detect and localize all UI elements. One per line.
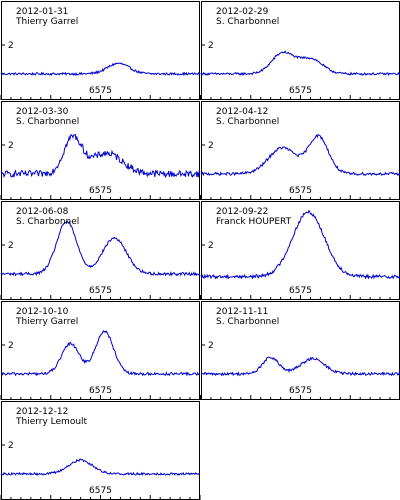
x-tick-label: 6575: [289, 386, 312, 396]
y-tick-label: 2: [208, 141, 214, 151]
spectrum-line: [200, 50, 400, 77]
x-tick-label: 6575: [289, 86, 312, 96]
x-tick-label: 6575: [289, 286, 312, 296]
spectrum-panel: 2 2012-02-29S. Charbonnel 6575: [200, 1, 400, 100]
panel-date: 2012-09-22: [216, 207, 268, 217]
panel-date: 2012-03-30: [16, 107, 69, 117]
spectrum-line: [0, 458, 201, 476]
panel-observer: S. Charbonnel: [216, 317, 279, 327]
panel-date: 2012-12-12: [16, 407, 68, 417]
spectrum-line: [0, 62, 201, 77]
panel-observer: Thierry Garrel: [15, 317, 78, 327]
spectrum-line: [0, 330, 201, 377]
x-tick-label: 6575: [89, 486, 112, 496]
panel-date: 2012-06-08: [16, 207, 69, 217]
panel-observer: S. Charbonnel: [16, 217, 79, 227]
panel-date: 2012-11-11: [216, 307, 268, 317]
spectrum-panel: 2 2012-06-08S. Charbonnel 6575: [0, 201, 201, 300]
panel-date: 2012-04-12: [216, 107, 268, 117]
spectrum-line: [200, 209, 400, 280]
y-tick-label: 2: [208, 241, 214, 251]
spectrum-line: [0, 133, 201, 179]
spectrum-panel: 2 2012-04-12S. Charbonnel 6575: [200, 101, 400, 200]
panel-observer: Thierry Lemoult: [15, 417, 88, 427]
spectrum-line: [200, 133, 400, 177]
y-tick-label: 2: [8, 341, 14, 351]
x-tick-label: 6575: [289, 186, 312, 196]
y-tick-label: 2: [8, 441, 14, 451]
panel-observer: Franck HOUPERT: [216, 217, 292, 227]
panel-observer: S. Charbonnel: [16, 117, 79, 127]
y-tick-label: 2: [208, 341, 214, 351]
x-tick-label: 6575: [89, 186, 112, 196]
y-tick-label: 2: [8, 241, 14, 251]
y-tick-label: 2: [8, 41, 14, 51]
panel-observer: Thierry Garrel: [15, 17, 78, 27]
panel-date: 2012-01-31: [16, 7, 68, 17]
x-tick-label: 6575: [89, 386, 112, 396]
x-tick-label: 6575: [89, 86, 112, 96]
y-tick-label: 2: [208, 41, 214, 51]
panel-date: 2012-10-10: [16, 307, 69, 317]
panel-observer: S. Charbonnel: [216, 17, 279, 27]
panel-date: 2012-02-29: [216, 7, 269, 17]
x-tick-label: 6575: [89, 286, 112, 296]
y-tick-label: 2: [8, 141, 14, 151]
panel-observer: S. Charbonnel: [216, 117, 279, 127]
spectrum-line: [0, 220, 201, 277]
spectrum-line: [200, 356, 400, 377]
spectrum-panel: 2 2012-03-30S. Charbonnel 6575: [0, 101, 201, 200]
spectrum-panel: 2 2012-11-11S. Charbonnel 6575: [200, 301, 400, 400]
